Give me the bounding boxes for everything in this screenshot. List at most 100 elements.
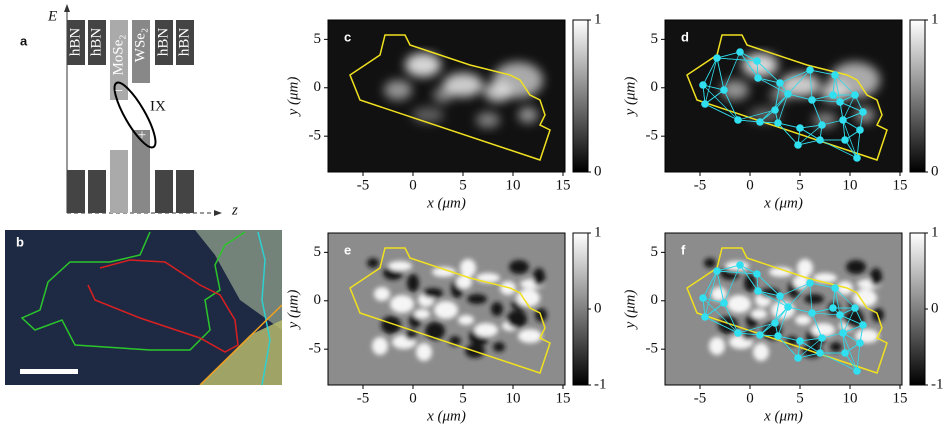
blob bbox=[813, 273, 837, 283]
blob bbox=[456, 275, 472, 289]
x-tick-label: 10 bbox=[843, 177, 858, 193]
blob bbox=[516, 289, 540, 307]
network-edge bbox=[787, 282, 811, 308]
x-tick-label: 15 bbox=[893, 177, 908, 193]
network-edge bbox=[716, 57, 725, 91]
blob bbox=[853, 289, 877, 307]
colorbar-tick-label: -1 bbox=[931, 376, 944, 392]
blob bbox=[381, 316, 401, 334]
boundary bbox=[686, 247, 888, 374]
network-edge bbox=[809, 282, 836, 289]
blob bbox=[870, 268, 882, 286]
outline bbox=[20, 231, 246, 351]
network-node bbox=[816, 136, 824, 144]
network-node bbox=[859, 108, 867, 116]
layer-top bbox=[132, 20, 150, 83]
layer-label: hBN bbox=[155, 28, 171, 57]
blob bbox=[491, 302, 503, 316]
frame bbox=[664, 232, 903, 386]
network-node bbox=[836, 98, 844, 106]
blob bbox=[476, 112, 500, 128]
y-tick-label: 0 bbox=[314, 292, 322, 308]
network-node bbox=[756, 331, 764, 339]
map-panel: f -5 0 5 10 15 -5 0 5 x (μm) y (μm) -1 0 1 bbox=[622, 224, 943, 424]
y-tick-label: -5 bbox=[309, 128, 322, 144]
blob bbox=[744, 274, 756, 292]
x-tick-label: 0 bbox=[409, 390, 417, 406]
blob bbox=[388, 261, 412, 271]
blob bbox=[830, 62, 880, 98]
network-edge bbox=[777, 335, 799, 359]
x-tick-label: 15 bbox=[556, 390, 571, 406]
x-tick-label: -5 bbox=[357, 390, 370, 406]
network-node bbox=[774, 332, 782, 340]
x-tick-label: -5 bbox=[357, 177, 370, 193]
blob bbox=[509, 260, 529, 274]
panel-label: b bbox=[16, 234, 24, 249]
blob bbox=[721, 80, 749, 100]
network-edge bbox=[723, 302, 739, 334]
network-node bbox=[771, 106, 779, 114]
network-node bbox=[776, 292, 784, 300]
network-edge bbox=[787, 69, 811, 95]
blob bbox=[384, 80, 412, 100]
x-tick-label: 0 bbox=[746, 177, 754, 193]
frame bbox=[327, 232, 566, 386]
x-axis-label: x (μm) bbox=[763, 195, 803, 211]
network-edge bbox=[779, 282, 811, 297]
network-node bbox=[796, 337, 804, 345]
blob bbox=[830, 342, 842, 352]
image bbox=[328, 233, 565, 385]
network-edge bbox=[757, 77, 789, 95]
network-node bbox=[734, 329, 742, 337]
layer-top bbox=[155, 20, 173, 65]
x-tick-label: 15 bbox=[893, 390, 908, 406]
blob bbox=[518, 107, 538, 123]
network-edge bbox=[834, 74, 856, 96]
arrow bbox=[64, 4, 70, 12]
x-tick-label: 15 bbox=[556, 177, 571, 193]
blob bbox=[374, 287, 390, 301]
map-panel: e -5 0 5 10 15 -5 0 5 x (μm) y (μm) -1 0 1 bbox=[285, 224, 606, 424]
network-edge bbox=[716, 264, 741, 272]
network-edge bbox=[839, 101, 864, 113]
x-tick-label: -5 bbox=[694, 390, 707, 406]
boundary bbox=[686, 34, 888, 161]
network-node bbox=[753, 57, 761, 65]
y-tick-label: 0 bbox=[651, 292, 659, 308]
blob bbox=[425, 322, 445, 340]
network-node bbox=[754, 287, 762, 295]
y-axis-label: y (μm) bbox=[622, 290, 638, 331]
map-panel: d -5 0 5 10 15 -5 0 5 x (μm) y (μm) 0 1 bbox=[622, 11, 938, 211]
network-edge bbox=[834, 287, 841, 316]
network-node bbox=[776, 79, 784, 87]
blob bbox=[795, 315, 811, 325]
network-edge bbox=[811, 312, 841, 316]
outline bbox=[87, 259, 239, 353]
network-edge bbox=[756, 60, 781, 84]
blob bbox=[416, 343, 432, 361]
x-tick-label: 5 bbox=[459, 177, 467, 193]
x-tick-label: -5 bbox=[694, 177, 707, 193]
network-node bbox=[784, 90, 792, 98]
network-edge bbox=[842, 119, 858, 159]
x-tick-label: 5 bbox=[796, 390, 804, 406]
axis-label: z bbox=[231, 202, 238, 218]
network-node bbox=[713, 54, 721, 62]
network-edge bbox=[716, 51, 741, 59]
panel-label: f bbox=[681, 242, 686, 257]
y-axis-label: y (μm) bbox=[622, 77, 638, 118]
x-tick-label: 5 bbox=[459, 390, 467, 406]
network-node bbox=[713, 267, 721, 275]
network-node bbox=[720, 86, 728, 94]
exciton-ellipse bbox=[113, 81, 157, 149]
blob bbox=[423, 288, 443, 298]
blob bbox=[432, 267, 456, 277]
network-node bbox=[836, 311, 844, 319]
layer-top bbox=[176, 20, 194, 65]
blob bbox=[704, 258, 716, 268]
network-edge bbox=[704, 270, 718, 318]
network-edge bbox=[834, 74, 841, 103]
arrow bbox=[214, 210, 222, 216]
network-node bbox=[808, 96, 816, 104]
